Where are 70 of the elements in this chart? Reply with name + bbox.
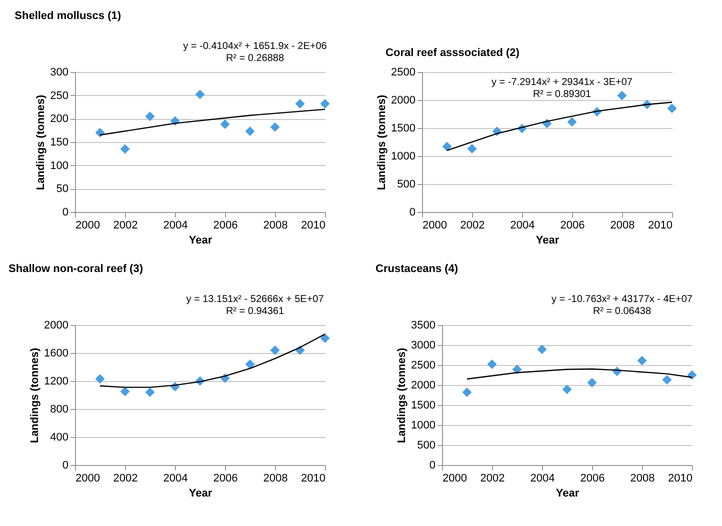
y-tick-label: 0 [62,460,68,472]
annotation: y = -7.2914x² + 29341x - 3E+07 [492,77,633,88]
y-tick-label: 100 [50,160,68,172]
x-axis-title: Year [556,488,580,500]
y-tick-label: 0 [62,206,68,218]
y-tick-label: 250 [50,90,68,102]
y-tick-label: 3500 [411,320,436,332]
y-tick-label: 2000 [44,320,68,332]
y-tick-label: 50 [56,183,68,196]
x-tick-label: 2008 [610,220,635,232]
x-tick-label: 2010 [648,220,672,232]
y-tick-label: 3000 [411,340,436,352]
x-tick-label: 2004 [163,220,188,232]
x-tick-label: 2004 [530,472,555,484]
x-tick-label: 2002 [113,220,138,232]
y-tick-label: 150 [50,136,68,148]
text: y = 13.151x² - 52666x + 5E+07 [186,294,324,305]
y-tick-label: 500 [397,178,416,190]
x-tick-label: 2004 [163,472,188,484]
text: y = -10.763x² + 43177x - 4E+07 [552,294,693,305]
y-axis-title: Landings (tonnes) [376,94,388,190]
x-axis-title: Year [188,488,213,500]
x-tick-label: 2002 [460,220,485,232]
x-tick-label: 2000 [442,472,467,484]
y-tick-label: 200 [50,113,68,126]
x-tick-label: 2010 [301,472,326,484]
y-axis-title: Landings (tonnes) [29,348,42,444]
x-tick-label: 2008 [263,472,288,484]
x-axis-title: Year [536,234,560,246]
x-tick-label: 2006 [213,472,238,484]
y-tick-label: 2000 [391,94,416,106]
y-tick-label: 1600 [44,348,68,360]
x-tick-label: 2008 [630,472,655,484]
y-tick-label: 800 [50,404,68,416]
chart-title: Crustaceans (4) [376,263,458,275]
text: R² = 0.26888 [226,53,284,64]
y-axis-title: Landings (tonnes) [35,94,48,190]
x-tick-label: 2008 [263,220,288,232]
x-tick-label: 2002 [113,472,138,484]
x-tick-label: 2002 [480,472,505,484]
x-tick-label: 2000 [76,472,100,484]
chart-title: Shallow non-coral reef (3) [8,263,144,275]
y-tick-label: 500 [417,440,436,452]
x-tick-label: 2000 [76,220,100,232]
x-tick-label: 2010 [301,220,326,232]
y-axis-title: Landings (tonnes) [396,348,408,444]
y-tick-label: 2000 [411,380,436,392]
y-tick-label: 400 [50,432,68,444]
y-tick-label: 1500 [391,122,416,134]
x-tick-label: 2006 [560,220,585,232]
y-tick-label: 1000 [411,420,436,432]
text: R² = 0.06438 [592,306,652,317]
y-tick-label: 1200 [44,376,68,388]
y-tick-label: 1500 [411,400,436,412]
annotation: R² = 0.89301 [532,89,592,100]
x-tick-label: 2010 [668,472,692,484]
x-tick-label: 2006 [580,472,605,484]
y-tick-label: 0 [409,206,416,218]
y-tick-label: 2500 [411,360,436,372]
y-tick-label: 300 [50,66,68,78]
y-tick-label: 0 [429,460,436,472]
text: y = -0.4104x² + 1651.9x - 2E+06 [183,41,328,52]
x-tick-label: 2004 [510,220,535,232]
x-axis-title: Year [188,234,213,246]
text: R² = 0.94361 [226,306,284,317]
chart-title: Shelled molluscs (1) [14,10,122,22]
x-tick-label: 2006 [213,220,238,232]
y-tick-label: 1000 [391,150,416,162]
chart-title: Coral reef asssociated (2) [386,47,520,59]
y-tick-label: 2500 [391,66,416,78]
